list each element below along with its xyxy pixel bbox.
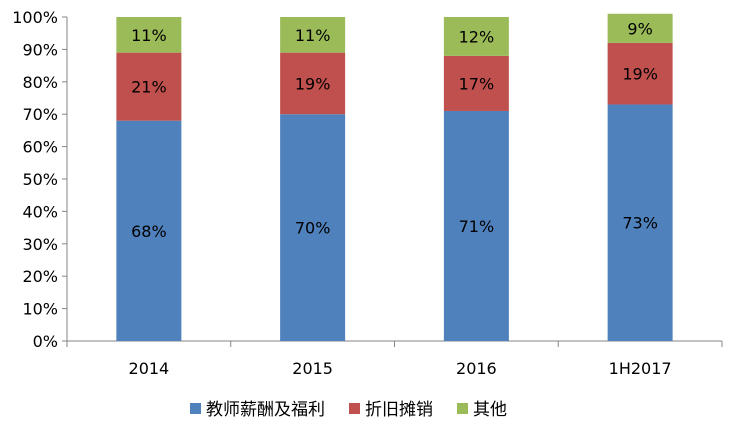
y-tick-label: 20%: [22, 267, 58, 286]
data-label: 70%: [295, 219, 331, 238]
bar-segment: [443, 17, 509, 56]
bar-segment: [443, 110, 509, 342]
x-tick-label: 1H2017: [609, 359, 672, 378]
legend-swatch: [349, 403, 360, 414]
y-tick-label: 90%: [22, 40, 58, 59]
bar-segment: [443, 55, 509, 111]
data-label: 73%: [622, 214, 658, 233]
bars: [116, 13, 673, 342]
y-tick-label: 60%: [22, 138, 58, 157]
y-tick-label: 80%: [22, 73, 58, 92]
data-label: 19%: [295, 74, 331, 93]
bar-segment: [280, 52, 346, 115]
bar-segment: [280, 17, 346, 53]
bar-segment: [116, 120, 182, 342]
legend-label: 教师薪酬及福利: [206, 400, 325, 420]
legend-swatch: [190, 403, 201, 414]
bar-segment: [116, 17, 182, 53]
legend-label: 折旧摊销: [365, 400, 433, 420]
bar-segment: [116, 52, 182, 121]
data-label: 19%: [622, 65, 658, 84]
data-label: 9%: [627, 19, 652, 38]
y-tick-label: 40%: [22, 202, 58, 221]
data-label: 68%: [131, 222, 167, 241]
x-tick-label: 2016: [456, 359, 497, 378]
data-label: 17%: [459, 74, 495, 93]
y-tick-label: 30%: [22, 235, 58, 254]
y-tick-label: 10%: [22, 300, 58, 319]
data-label: 11%: [295, 26, 331, 45]
axes: 0% 10% 20% 30% 40% 50% 60% 70% 80% 90% 100% 2014 201…: [12, 8, 723, 378]
bar-segment: [607, 13, 673, 43]
data-label: 11%: [131, 26, 167, 45]
legend-swatch: [457, 403, 468, 414]
y-tick-label: 70%: [22, 105, 58, 124]
legend: 教师薪酬及福利 折旧摊销 其他: [190, 400, 507, 420]
data-labels: 68% 21% 11% 70% 19% 11% 71% 17% 12% 73% 19% 9%: [131, 19, 658, 241]
y-tick-label: 0%: [33, 332, 58, 351]
x-tick-label: 2014: [129, 359, 170, 378]
legend-label: 其他: [473, 400, 507, 420]
y-tick-label: 50%: [22, 170, 58, 189]
bar-segment: [607, 104, 673, 341]
data-label: 71%: [459, 217, 495, 236]
data-label: 21%: [131, 78, 167, 97]
x-tick-label: 2015: [292, 359, 333, 378]
data-label: 12%: [459, 27, 495, 46]
y-tick-label: 100%: [12, 8, 58, 27]
bar-segment: [280, 114, 346, 341]
bar-segment: [607, 42, 673, 105]
